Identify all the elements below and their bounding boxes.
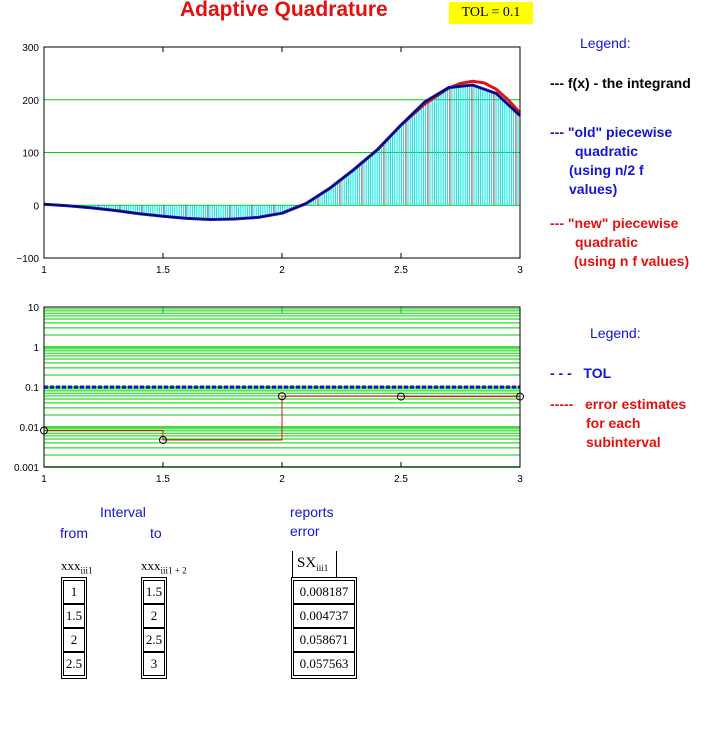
legend2-heading: Legend: bbox=[590, 325, 641, 341]
legend-tol-line: - - - TOL bbox=[550, 365, 612, 381]
y-tick-label: 200 bbox=[22, 96, 39, 107]
legend-err-2: for each bbox=[586, 415, 641, 431]
reports-label: reports bbox=[290, 504, 334, 520]
tol-value: TOL = 0.1 bbox=[449, 2, 533, 24]
legend-err-1: ----- error estimates bbox=[550, 396, 687, 412]
x-tick-label: 2.5 bbox=[394, 474, 408, 485]
error-step-line bbox=[44, 395, 520, 441]
err-cell: 0.058671 bbox=[293, 628, 355, 652]
to-cell: 1.5 bbox=[143, 580, 165, 604]
x-tick-label: 1.5 bbox=[156, 474, 170, 485]
series-integrand bbox=[43, 84, 521, 220]
legend-new-1: --- "new" piecewise bbox=[550, 215, 679, 231]
x-tick-label: 2 bbox=[279, 474, 285, 485]
err-cell: 0.057563 bbox=[293, 652, 355, 676]
err-cell: 0.004737 bbox=[293, 604, 355, 628]
y-tick-label: 0.1 bbox=[25, 383, 39, 394]
err-column-header: SXiii1 bbox=[297, 555, 329, 573]
error-point bbox=[278, 392, 286, 401]
from-cell: 1.5 bbox=[63, 604, 85, 628]
legend-err-3: subinterval bbox=[586, 434, 661, 450]
err-header-bar-left bbox=[292, 551, 293, 577]
x-tick-label: 1.5 bbox=[156, 265, 170, 276]
to-column-header: xxxiii1 + 2 bbox=[141, 558, 187, 576]
y-tick-label: 0.001 bbox=[14, 463, 39, 474]
x-tick-label: 1 bbox=[41, 474, 47, 485]
error-label: error bbox=[290, 523, 320, 539]
from-cell: 2 bbox=[63, 628, 85, 652]
err-header-bar-right bbox=[336, 551, 337, 577]
y-tick-label: 300 bbox=[22, 43, 39, 54]
error-chart: 1 1.5 2 2.5 3 10 1 0.1 0.01 0.001 bbox=[14, 303, 524, 485]
legend-old-4: values) bbox=[569, 181, 618, 197]
x-tick-label: 1 bbox=[41, 265, 47, 276]
y-tick-label: 0 bbox=[33, 201, 39, 212]
interval-label: Interval bbox=[100, 504, 146, 520]
err-cell: 0.008187 bbox=[293, 580, 355, 604]
to-column-frame bbox=[141, 577, 167, 679]
to-label: to bbox=[150, 525, 162, 541]
legend-old-1: --- "old" piecewise bbox=[550, 124, 673, 140]
to-cell: 2.5 bbox=[143, 628, 165, 652]
from-cell: 1 bbox=[63, 580, 85, 604]
from-column-header: xxxiii1 bbox=[61, 558, 93, 576]
x-tick-label: 3 bbox=[517, 474, 523, 485]
y-tick-label: 0.01 bbox=[20, 423, 40, 434]
legend-old-3: (using n/2 f bbox=[569, 162, 644, 178]
x-tick-label: 2 bbox=[279, 265, 285, 276]
legend-f-line: --- f(x) - the integrand bbox=[550, 75, 691, 91]
to-cell: 3 bbox=[143, 652, 165, 676]
error-point bbox=[397, 392, 405, 401]
from-cell: 2.5 bbox=[63, 652, 85, 676]
legend-old-2: quadratic bbox=[575, 143, 639, 159]
legend-new-2: quadratic bbox=[575, 234, 639, 250]
y-tick-label: 1 bbox=[33, 343, 39, 354]
x-tick-label: 3 bbox=[517, 265, 523, 276]
page-title: Adaptive Quadrature bbox=[180, 0, 388, 21]
y-tick-label: 10 bbox=[28, 303, 40, 314]
legend-new-3: (using n f values) bbox=[574, 253, 690, 269]
from-label: from bbox=[60, 525, 88, 541]
legend1-heading: Legend: bbox=[580, 35, 631, 51]
err-column-frame bbox=[291, 577, 357, 679]
y-tick-label: −100 bbox=[16, 254, 39, 265]
from-column-frame bbox=[61, 577, 87, 679]
error-point bbox=[159, 435, 167, 444]
y-tick-label: 100 bbox=[22, 149, 39, 160]
x-tick-label: 2.5 bbox=[394, 265, 408, 276]
to-cell: 2 bbox=[143, 604, 165, 628]
integrand-chart: 1 1.5 2 2.5 3 300 200 100 0 −100 bbox=[16, 43, 523, 276]
